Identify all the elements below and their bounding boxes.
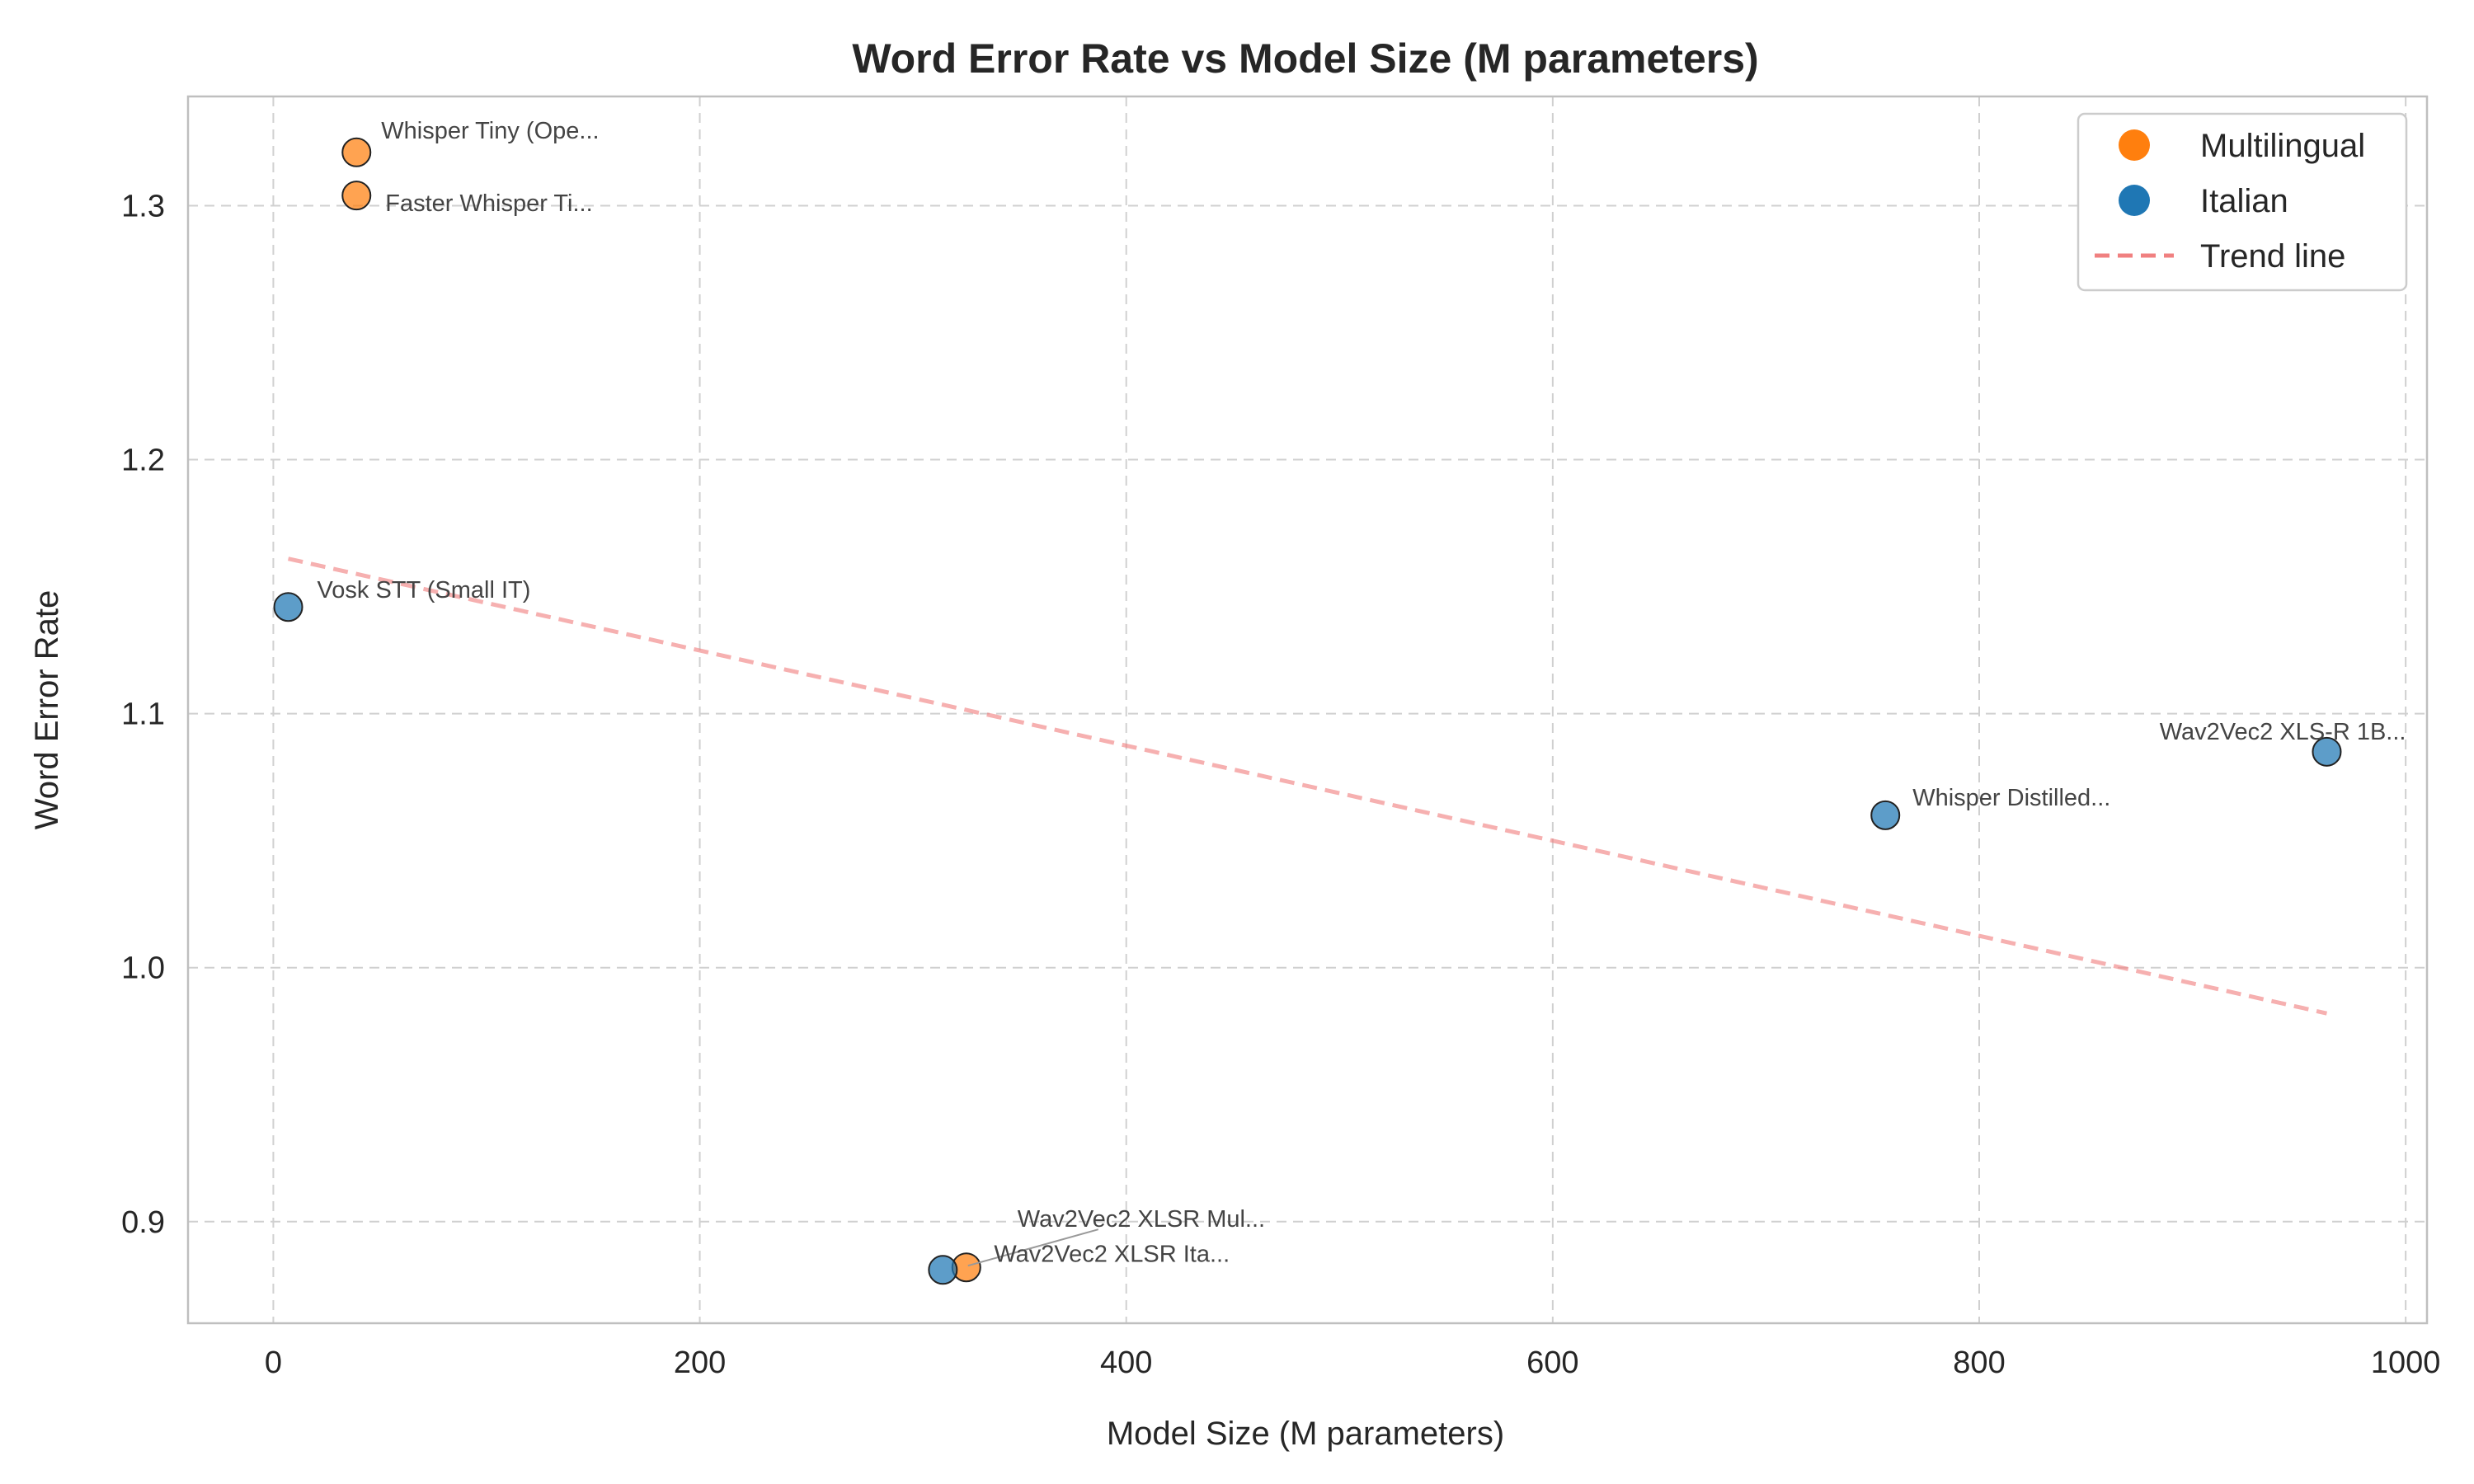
legend: Multilingual Italian Trend line — [2077, 112, 2408, 292]
grid-lines — [188, 96, 2427, 1323]
data-point — [928, 1255, 958, 1285]
data-point-label: Wav2Vec2 XLSR Ita... — [994, 1241, 1230, 1267]
data-point — [2312, 736, 2342, 767]
y-tick-label: 1.3 — [121, 189, 165, 223]
legend-multilingual-marker — [2119, 129, 2150, 161]
x-tick-label: 1000 — [2371, 1345, 2441, 1380]
point-labels: Whisper Tiny (Ope... Faster Whisper Ti...… — [317, 118, 2406, 1268]
y-axis-ticks: 0.9 1.0 1.1 1.2 1.3 — [121, 189, 165, 1239]
y-tick-label: 1.2 — [121, 444, 165, 478]
data-point-label: Whisper Tiny (Ope... — [381, 118, 599, 144]
y-tick-label: 1.1 — [121, 697, 165, 732]
x-tick-label: 400 — [1100, 1345, 1152, 1380]
data-point-label: Vosk STT (Small IT) — [317, 577, 531, 603]
data-point — [1870, 800, 1901, 830]
trend-line-group — [287, 556, 2328, 1016]
y-axis-label: Word Error Rate — [29, 590, 65, 829]
data-point — [273, 592, 303, 622]
x-tick-label: 0 — [265, 1345, 282, 1380]
y-tick-label: 1.0 — [121, 951, 165, 986]
legend-italian-marker — [2119, 185, 2150, 216]
data-point-label: Wav2Vec2 XLSR Mul... — [1018, 1206, 1265, 1233]
x-tick-label: 200 — [674, 1345, 726, 1380]
legend-multilingual-label: Multilingual — [2200, 128, 2365, 164]
x-tick-label: 800 — [1953, 1345, 2005, 1380]
legend-italian-label: Italian — [2200, 183, 2288, 219]
label-leader-line — [967, 1228, 1099, 1267]
y-tick-label: 0.9 — [121, 1205, 165, 1240]
chart-title: Word Error Rate vs Model Size (M paramet… — [852, 35, 1758, 82]
legend-box — [2077, 112, 2408, 292]
plot-frame — [186, 95, 2429, 1325]
data-point-label: Whisper Distilled... — [1912, 785, 2110, 811]
data-point-label: Faster Whisper Ti... — [385, 190, 592, 217]
legend-trend-label: Trend line — [2200, 238, 2345, 275]
data-point — [341, 137, 372, 167]
x-axis-ticks: 0 200 400 600 800 1000 — [265, 1345, 2441, 1380]
trend-line — [287, 556, 2328, 1016]
data-point — [341, 181, 372, 211]
data-points — [273, 137, 2342, 1285]
data-point-label: Wav2Vec2 XLS-R 1B... — [2160, 719, 2406, 745]
x-axis-label: Model Size (M parameters) — [1107, 1416, 1504, 1452]
x-tick-label: 600 — [1526, 1345, 1578, 1380]
